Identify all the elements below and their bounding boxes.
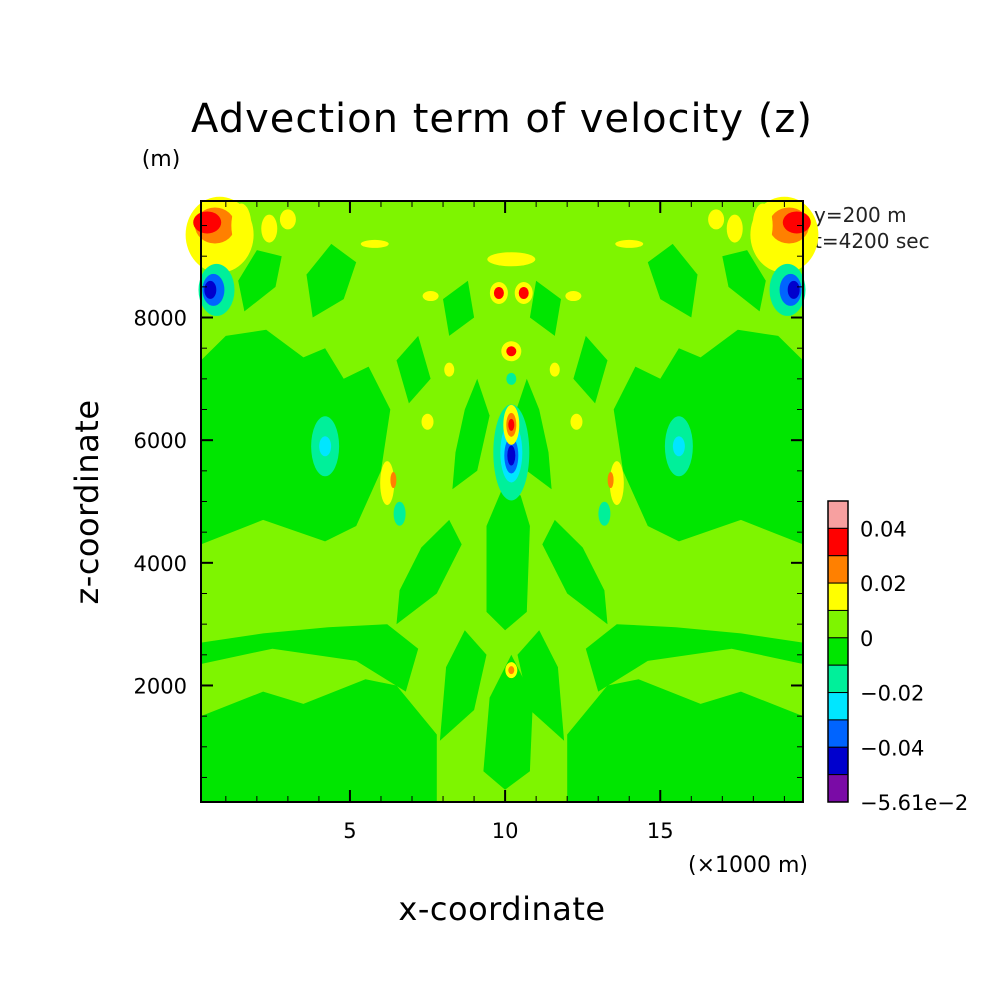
colorbar-swatch	[827, 609, 849, 639]
y-axis-label: z-coordinate	[68, 399, 106, 604]
central-column	[486, 489, 530, 631]
filament-e	[443, 280, 475, 336]
colorbar-swatch	[827, 637, 849, 666]
colorbar-label: −5.61e−2	[860, 791, 968, 815]
filament-d-mirror	[573, 335, 608, 404]
orange-mid-right	[607, 472, 614, 489]
corner-red-right	[782, 211, 811, 234]
lobe-upper-mirror	[613, 329, 803, 545]
lobe-upper	[201, 329, 391, 545]
spot-yellow5-left	[422, 291, 439, 302]
spot-yellow4-left	[360, 239, 389, 248]
colorbar-label: −0.02	[860, 682, 924, 706]
spot-yellow-right	[726, 214, 743, 243]
colorbar-swatch	[827, 555, 849, 584]
axis-ticks: 5 10 15 2000 4000 6000 8000	[134, 200, 804, 843]
colorbar-swatch	[827, 664, 849, 694]
x-unit-label: (×1000 m)	[688, 853, 808, 878]
spot-yellow-left	[261, 214, 278, 243]
filament-c-mirror	[517, 630, 565, 741]
x-tick-label: 5	[343, 819, 356, 843]
colorbar-label: 0.04	[860, 517, 907, 541]
band-2500-mirror	[585, 624, 803, 692]
band-2500	[201, 624, 419, 692]
filament-b	[452, 378, 490, 490]
filament-a-mirror	[542, 519, 608, 625]
lobe-lower	[201, 679, 437, 802]
filament-b-mirror	[514, 378, 552, 490]
teal-small	[506, 372, 517, 385]
teal-low-left	[393, 501, 406, 526]
filament-f	[306, 243, 357, 318]
colorbar-frame	[827, 500, 849, 803]
yellow-mid-right	[609, 461, 624, 506]
y-unit-label: (m)	[142, 147, 181, 172]
central-base	[483, 654, 533, 790]
upper-red	[506, 346, 517, 357]
corner-red-left	[193, 211, 222, 234]
filament-c	[439, 630, 487, 741]
yellow-side2-right	[549, 362, 560, 377]
cyan-mid-left	[319, 436, 332, 457]
y-tick-label: 6000	[134, 429, 187, 453]
colorbar-swatch	[827, 719, 849, 748]
low-orange	[508, 666, 515, 675]
x-tick-label: 15	[647, 819, 674, 843]
filament-e-mirror	[529, 280, 561, 336]
info-y-level: y=200 m	[814, 203, 907, 227]
y-tick-label: 2000	[134, 674, 187, 698]
filament-f-mirror	[647, 243, 698, 318]
x-axis-label: x-coordinate	[398, 890, 605, 928]
orange-mid-left	[390, 472, 397, 489]
chart-title: Advection term of velocity (z)	[191, 96, 813, 142]
top-red-left	[493, 286, 504, 299]
colorbar-label: 0.02	[860, 572, 907, 596]
colorbar-swatch	[827, 527, 849, 557]
colorbar-swatch	[827, 774, 849, 803]
top-yellow-band	[487, 252, 536, 267]
filament-g	[238, 250, 282, 312]
filament-d	[396, 335, 431, 404]
colorbar: −5.61e−2 −0.04 −0.02 0 0.02 0.04	[827, 500, 968, 815]
filament-g-mirror	[722, 250, 766, 312]
spot-yellow3-left	[279, 209, 296, 230]
spot-yellow4-right	[615, 239, 644, 248]
plot-area	[185, 196, 819, 802]
x-tick-label: 10	[492, 819, 519, 843]
spot-yellow3-right	[708, 209, 725, 230]
teal-low-right	[598, 501, 611, 526]
center-red	[508, 418, 515, 431]
info-time: t=4200 sec	[814, 229, 930, 253]
corner-darkblue-left	[204, 280, 217, 299]
cyan-mid-right	[672, 436, 685, 457]
yellow-side-left	[421, 413, 434, 430]
corner-yellow2-right	[752, 203, 773, 248]
corner-yellow2-left	[231, 203, 252, 248]
colorbar-swatch	[827, 746, 849, 776]
y-tick-label: 4000	[134, 552, 187, 576]
colorbar-label: 0	[860, 627, 873, 651]
colorbar-swatch	[827, 500, 849, 529]
colorbar-label: −0.04	[860, 736, 924, 760]
colorbar-swatch	[827, 582, 849, 611]
yellow-side2-left	[444, 362, 455, 377]
y-tick-label: 8000	[134, 307, 187, 331]
corner-darkblue-right	[787, 280, 800, 299]
colorbar-swatch	[827, 692, 849, 721]
center-darkblue	[507, 445, 516, 466]
lobe-lower-mirror	[567, 679, 803, 802]
yellow-mid-left	[380, 461, 395, 506]
spot-yellow5-right	[565, 291, 582, 302]
filament-a	[396, 519, 462, 625]
yellow-side-right	[570, 413, 583, 430]
top-red-right	[518, 286, 529, 299]
